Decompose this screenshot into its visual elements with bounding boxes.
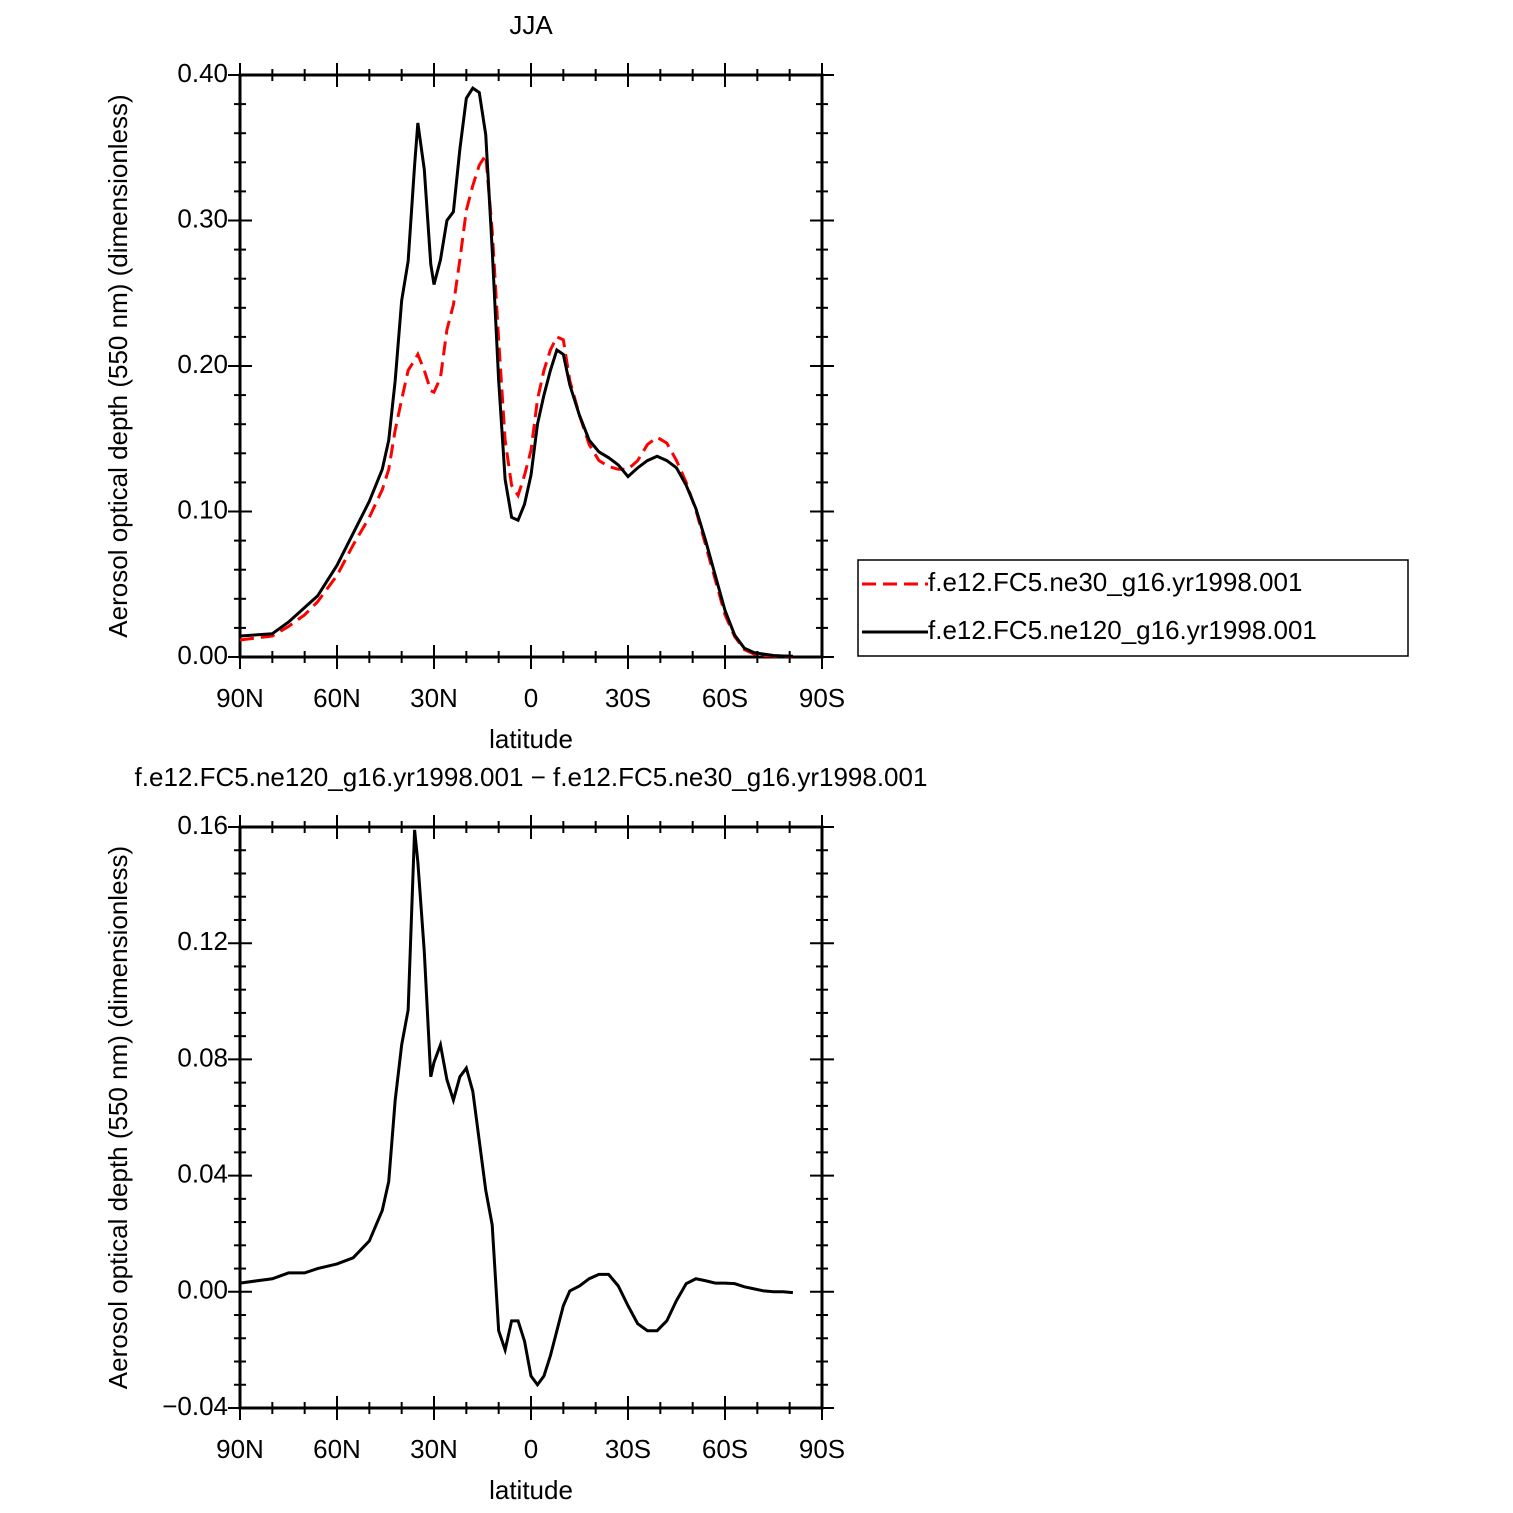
x-tick-label: 60S xyxy=(702,683,748,713)
data-line xyxy=(239,829,794,1388)
x-tick-label: 30S xyxy=(605,683,651,713)
y-tick-label: 0.00 xyxy=(177,640,228,670)
x-tick-label: 60S xyxy=(702,1434,748,1464)
y-tick-label: 0.00 xyxy=(177,1275,228,1305)
x-tick-label: 90S xyxy=(799,1434,845,1464)
legend-label: f.e12.FC5.ne30_g16.yr1998.001 xyxy=(928,567,1302,597)
chart-title: f.e12.FC5.ne120_g16.yr1998.001 − f.e12.F… xyxy=(135,762,928,792)
x-tick-label: 0 xyxy=(524,1434,538,1464)
x-tick-label: 30N xyxy=(410,1434,458,1464)
x-tick-label: 90S xyxy=(799,683,845,713)
legend-label: f.e12.FC5.ne120_g16.yr1998.001 xyxy=(928,615,1317,645)
y-tick-label: 0.10 xyxy=(177,494,228,524)
chart-title: JJA xyxy=(509,10,553,40)
y-tick-label: 0.40 xyxy=(177,58,228,88)
x-tick-label: 90N xyxy=(216,1434,264,1464)
plot-frame xyxy=(238,825,824,1410)
y-tick-label: 0.08 xyxy=(177,1042,228,1072)
x-tick-label: 30N xyxy=(410,683,458,713)
y-tick-label: 0.30 xyxy=(177,203,228,233)
x-axis-label: latitude xyxy=(489,724,573,754)
y-tick-label: 0.16 xyxy=(177,810,228,840)
y-axis-label: Aerosol optical depth (550 nm) (dimensio… xyxy=(103,846,133,1389)
x-tick-label: 30S xyxy=(605,1434,651,1464)
y-tick-label: 0.04 xyxy=(177,1158,228,1188)
y-axis-label: Aerosol optical depth (550 nm) (dimensio… xyxy=(103,94,133,637)
x-axis-label: latitude xyxy=(489,1475,573,1505)
x-tick-label: 90N xyxy=(216,683,264,713)
x-tick-label: 0 xyxy=(524,683,538,713)
plot-frame xyxy=(238,73,824,659)
data-line xyxy=(239,150,793,659)
x-tick-label: 60N xyxy=(313,683,361,713)
x-tick-label: 60N xyxy=(313,1434,361,1464)
legend-box xyxy=(857,559,1409,657)
data-line xyxy=(239,85,793,658)
y-tick-label: 0.20 xyxy=(177,349,228,379)
y-tick-label: −0.04 xyxy=(162,1391,228,1421)
y-tick-label: 0.12 xyxy=(177,926,228,956)
